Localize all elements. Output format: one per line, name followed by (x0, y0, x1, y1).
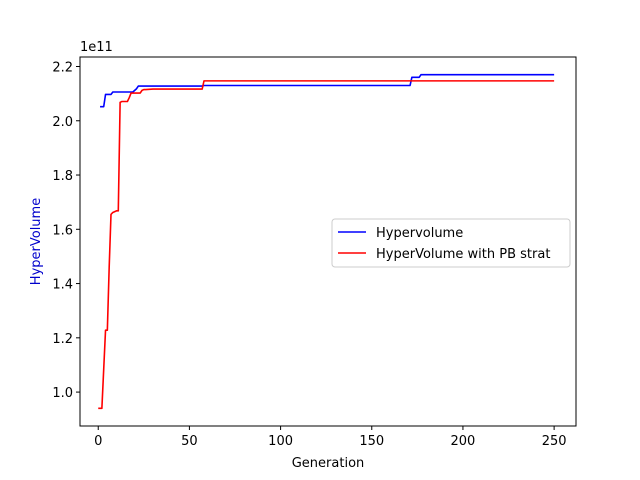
x-axis-label: Generation (292, 456, 365, 471)
series-line-1 (100, 73, 555, 108)
y-tick-label: 2.2 (52, 60, 73, 75)
y-tick-label: 1.6 (52, 223, 73, 238)
series-layer (98, 73, 555, 410)
x-axis: 0 50 100 150 200 250 (94, 426, 567, 449)
x-tick-label: 100 (268, 434, 293, 449)
legend-entry-1: Hypervolume (376, 226, 463, 241)
legend-entry-2: HyperVolume with PB strat (376, 247, 550, 262)
x-tick-label: 200 (451, 434, 476, 449)
plot-frame (79, 56, 577, 427)
x-tick-label: 250 (542, 434, 567, 449)
plot-area (79, 56, 577, 427)
y-axis-offset-text: 1e11 (80, 40, 113, 55)
x-tick-label: 0 (94, 434, 102, 449)
x-tick-label: 50 (181, 434, 198, 449)
y-tick-label: 1.0 (52, 386, 73, 401)
y-tick-label: 2.0 (52, 115, 73, 130)
legend: Hypervolume HyperVolume with PB strat (331, 218, 571, 268)
legend-box (331, 218, 571, 268)
x-tick-label: 150 (359, 434, 384, 449)
y-axis-label: HyperVolume (29, 198, 44, 285)
y-axis: 1.0 1.2 1.4 1.6 1.8 2.0 2.2 (52, 60, 80, 401)
y-tick-label: 1.2 (52, 332, 73, 347)
y-tick-label: 1.8 (52, 169, 73, 184)
y-tick-label: 1.4 (52, 278, 73, 293)
series-line-2 (98, 80, 555, 410)
